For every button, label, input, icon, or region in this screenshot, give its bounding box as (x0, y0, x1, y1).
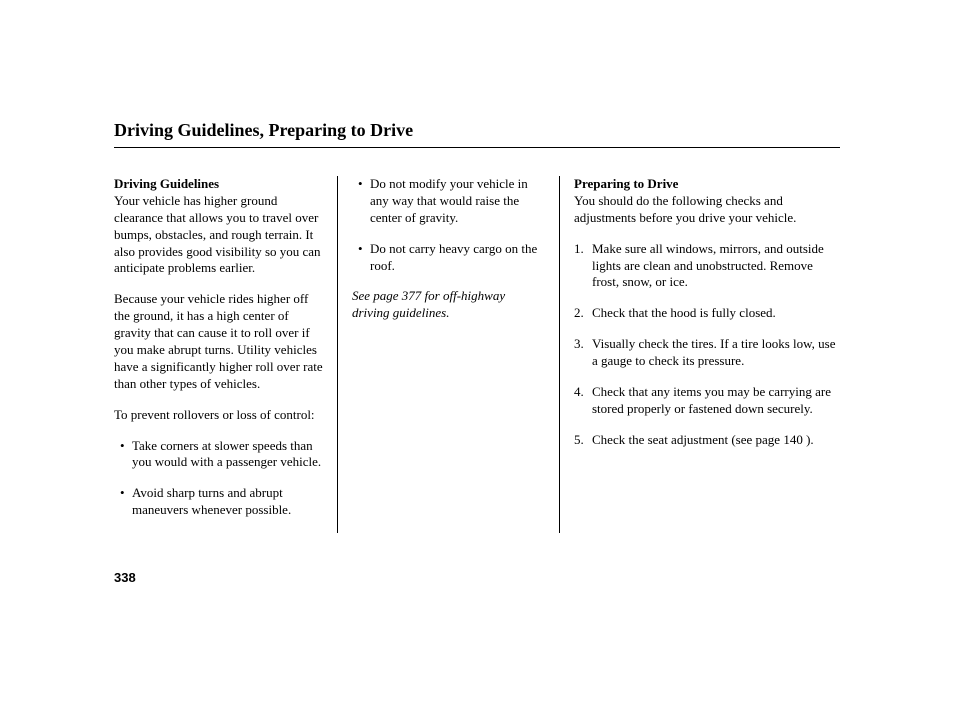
preparing-to-drive-heading: Preparing to Drive (574, 176, 678, 191)
off-highway-note: See page 377 for off-highway driving gui… (352, 288, 545, 322)
bullet-item: Avoid sharp turns and abrupt maneuvers w… (120, 485, 323, 519)
manual-page: Driving Guidelines, Preparing to Drive D… (0, 0, 954, 533)
step-item: Check that the hood is fully closed. (574, 305, 840, 322)
bullet-item: Do not carry heavy cargo on the roof. (358, 241, 545, 275)
bullet-item: Take corners at slower speeds than you w… (120, 438, 323, 472)
page-title: Driving Guidelines, Preparing to Drive (114, 120, 840, 148)
col1-bullets: Take corners at slower speeds than you w… (120, 438, 323, 520)
column-1: Driving Guidelines Your vehicle has high… (114, 176, 338, 533)
column-2: Do not modify your vehicle in any way th… (338, 176, 560, 533)
column-3: Preparing to Drive You should do the fol… (560, 176, 840, 533)
step-item: Visually check the tires. If a tire look… (574, 336, 840, 370)
preparing-steps: Make sure all windows, mirrors, and outs… (574, 241, 840, 449)
col1-p2: Because your vehicle rides higher off th… (114, 291, 323, 392)
col1-lead: Driving Guidelines Your vehicle has high… (114, 176, 323, 277)
step-item: Check the seat adjustment (see page 140 … (574, 432, 840, 449)
driving-guidelines-heading: Driving Guidelines (114, 176, 219, 191)
col1-p3: To prevent rollovers or loss of control: (114, 407, 323, 424)
bullet-item: Do not modify your vehicle in any way th… (358, 176, 545, 227)
content-columns: Driving Guidelines Your vehicle has high… (114, 176, 840, 533)
col2-bullets: Do not modify your vehicle in any way th… (358, 176, 545, 274)
step-item: Check that any items you may be carrying… (574, 384, 840, 418)
page-number: 338 (114, 570, 136, 585)
col1-p1: Your vehicle has higher ground clearance… (114, 193, 321, 276)
step-item: Make sure all windows, mirrors, and outs… (574, 241, 840, 292)
col3-intro: You should do the following checks and a… (574, 193, 796, 225)
col3-lead: Preparing to Drive You should do the fol… (574, 176, 840, 227)
